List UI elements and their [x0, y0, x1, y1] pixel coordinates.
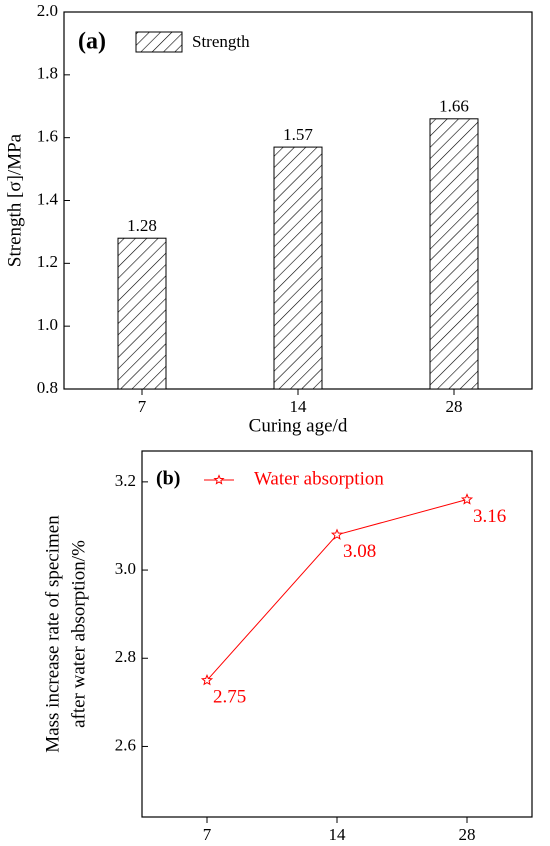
value-label: 3.08 — [343, 541, 376, 562]
value-label: 3.16 — [473, 506, 506, 527]
x-axis-label: Curing age/d — [249, 415, 348, 436]
y-axis-label: Mass increase rate of specimen — [42, 515, 63, 753]
x-tick-label: 7 — [203, 825, 212, 844]
line — [206, 499, 468, 681]
x-tick-label: 28 — [459, 825, 476, 844]
marker — [200, 673, 214, 686]
x-axis-label: Curing age/d — [288, 843, 387, 846]
y-tick-label: 1.4 — [37, 189, 59, 208]
x-tick-label: 14 — [329, 825, 347, 844]
legend-marker — [213, 474, 225, 485]
marker — [460, 493, 474, 505]
value-label: 1.28 — [127, 216, 157, 235]
marker — [330, 528, 344, 540]
bar — [117, 237, 167, 390]
bar — [429, 118, 479, 390]
y-tick-label: 2.6 — [115, 735, 136, 754]
legend-label: Water absorption — [254, 468, 384, 489]
value-label: 2.75 — [213, 687, 246, 708]
value-label: 1.57 — [283, 125, 313, 144]
y-tick-label: 1.6 — [37, 127, 58, 146]
y-tick-label: 0.8 — [37, 378, 58, 397]
y-tick-label: 1.8 — [37, 64, 58, 83]
bar — [273, 146, 323, 390]
panel-label: (a) — [78, 29, 106, 55]
panel-label: (b) — [156, 468, 180, 490]
y-axis-label: Strength [σ]/MPa — [4, 133, 25, 267]
y-tick-label: 3.2 — [115, 471, 136, 490]
y-tick-label: 1.0 — [37, 315, 58, 334]
y-tick-label: 1.2 — [37, 252, 58, 271]
y-axis-label: after water absorption/% — [68, 540, 89, 728]
value-label: 1.66 — [439, 97, 469, 116]
x-tick-label: 14 — [290, 397, 308, 416]
y-tick-label: 2.8 — [115, 647, 136, 666]
y-tick-label: 2.0 — [37, 1, 58, 20]
x-tick-label: 28 — [446, 397, 463, 416]
y-tick-label: 3.0 — [115, 559, 136, 578]
x-tick-label: 7 — [138, 397, 147, 416]
legend-label: Strength — [192, 32, 250, 51]
legend-swatch — [135, 31, 183, 53]
